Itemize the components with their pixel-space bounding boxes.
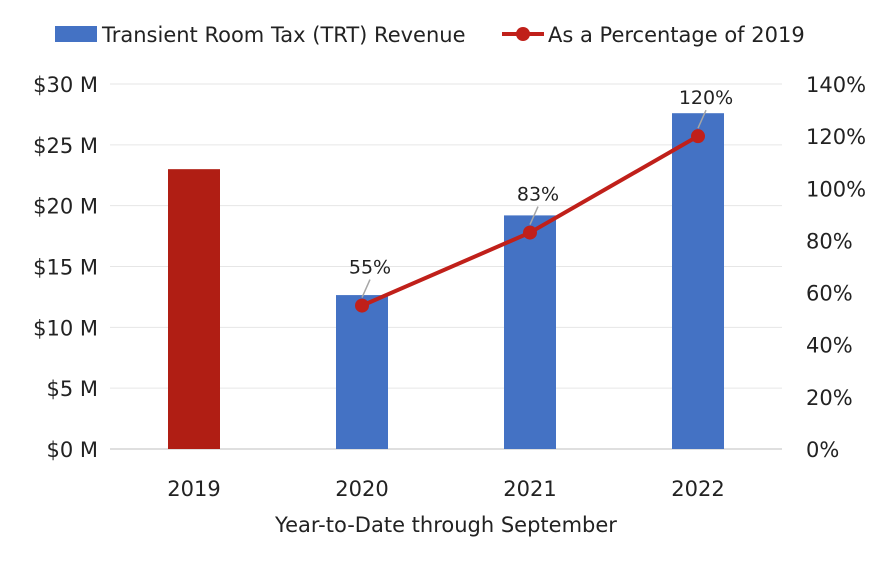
legend-swatch-marker — [516, 27, 530, 41]
y-left-tick-label: $15 M — [33, 256, 98, 280]
x-axis-title: Year-to-Date through September — [274, 513, 617, 537]
data-label-leader — [361, 279, 371, 298]
y-right-tick-label: 40% — [806, 334, 853, 358]
y-right-tick-label: 60% — [806, 282, 853, 306]
y-right-tick-label: 0% — [806, 438, 839, 462]
x-tick-label: 2020 — [335, 477, 388, 501]
y-right-tick-label: 100% — [806, 177, 866, 201]
legend-label-bar: Transient Room Tax (TRT) Revenue — [101, 23, 466, 47]
y-right-tick-label: 20% — [806, 386, 853, 410]
y-left-tick-label: $20 M — [33, 195, 98, 219]
legend-swatch-bar — [55, 26, 97, 42]
y-left-tick-label: $25 M — [33, 134, 98, 158]
x-tick-label: 2019 — [167, 477, 220, 501]
legend-label-line: As a Percentage of 2019 — [548, 23, 805, 47]
data-label: 120% — [679, 87, 733, 109]
y-right-tick-label: 80% — [806, 229, 853, 253]
line-point-2020 — [355, 298, 369, 313]
bar-2021 — [504, 215, 556, 449]
data-label: 83% — [517, 184, 559, 206]
line-point-2022 — [691, 129, 705, 144]
bar-2020 — [336, 295, 388, 449]
y-left-tick-label: $30 M — [33, 73, 98, 97]
y-left-tick-label: $0 M — [46, 438, 98, 462]
data-label-leader — [529, 206, 539, 225]
y-left-tick-label: $5 M — [46, 377, 98, 401]
y-right-tick-label: 140% — [806, 73, 866, 97]
data-label-leader — [697, 109, 707, 129]
bar-2022 — [672, 113, 724, 449]
data-label: 55% — [349, 257, 391, 279]
y-right-tick-label: 120% — [806, 125, 866, 149]
x-tick-label: 2021 — [503, 477, 556, 501]
bar-2019 — [168, 169, 220, 449]
x-tick-label: 2022 — [671, 477, 724, 501]
line-point-2021 — [523, 225, 537, 240]
y-left-tick-label: $10 M — [33, 316, 98, 340]
